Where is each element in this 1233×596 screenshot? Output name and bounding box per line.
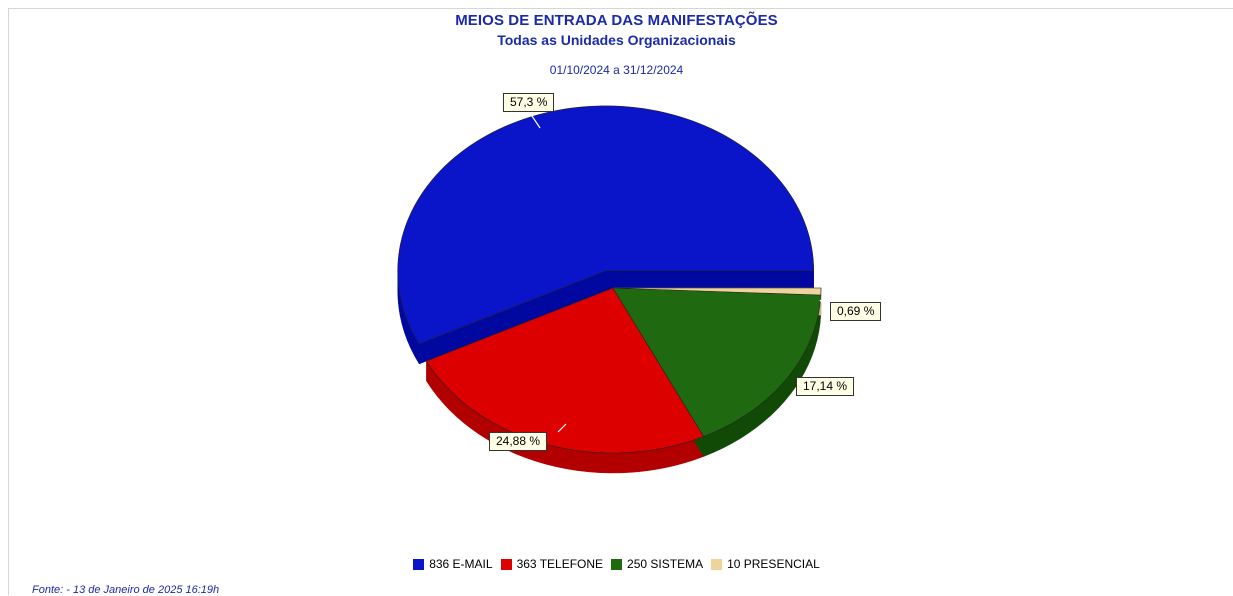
- pie-leader-line-presencial: [820, 300, 829, 311]
- chart-legend: 836 E-MAIL 363 TELEFONE 250 SISTEMA 10 P…: [0, 557, 1233, 571]
- chart-footer: Fonte: - 13 de Janeiro de 2025 16:19h: [32, 584, 219, 596]
- legend-label-presencial: 10 PRESENCIAL: [727, 557, 820, 571]
- legend-swatch-telefone: [501, 559, 512, 570]
- legend-item-sistema: 250 SISTEMA: [611, 557, 703, 571]
- legend-label-email: 836 E-MAIL: [429, 557, 492, 571]
- legend-label-sistema: 250 SISTEMA: [627, 557, 703, 571]
- pie-slice-label-email: 57,3 %: [503, 93, 554, 112]
- legend-swatch-sistema: [611, 559, 622, 570]
- legend-item-presencial: 10 PRESENCIAL: [711, 557, 820, 571]
- pie-slice-label-sistema: 17,14 %: [796, 377, 854, 396]
- legend-swatch-email: [413, 559, 424, 570]
- pie-slice-label-telefone: 24,88 %: [489, 432, 547, 451]
- pie-slice-label-presencial: 0,69 %: [830, 302, 881, 321]
- legend-label-telefone: 363 TELEFONE: [517, 557, 603, 571]
- legend-item-telefone: 363 TELEFONE: [501, 557, 603, 571]
- legend-item-email: 836 E-MAIL: [413, 557, 492, 571]
- legend-swatch-presencial: [711, 559, 722, 570]
